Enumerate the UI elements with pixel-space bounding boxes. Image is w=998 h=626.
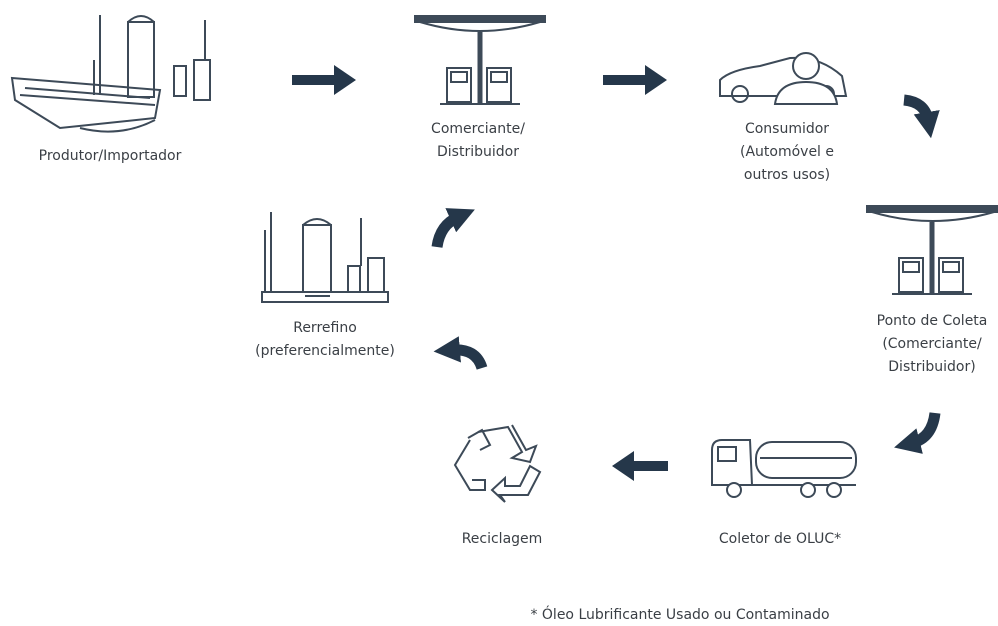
node-label: (Automóvel e: [740, 144, 834, 160]
collection-point-icon: [866, 205, 998, 295]
refinery-icon: [261, 212, 389, 303]
node-label: outros usos): [744, 167, 830, 183]
node-label: Rerrefino: [293, 320, 357, 336]
arrow: [433, 336, 488, 370]
station-icon: [414, 15, 546, 105]
node-label: Comerciante/: [431, 121, 525, 137]
arrow: [431, 208, 475, 248]
arrow: [903, 94, 940, 139]
node-label: Distribuidor: [437, 144, 519, 160]
node-label: (preferencialmente): [255, 343, 395, 359]
node-label: Ponto de Coleta: [877, 313, 988, 329]
producer-icon: [10, 15, 211, 133]
node-label: Distribuidor): [888, 359, 975, 375]
truck-icon: [711, 439, 857, 498]
arrow: [894, 412, 941, 454]
arrow: [603, 65, 667, 95]
node-label: (Comerciante/: [882, 336, 982, 352]
node-label: Consumidor: [745, 121, 829, 137]
node-label: Coletor de OLUC*: [719, 531, 841, 547]
arrow: [612, 451, 668, 481]
recycle-icon: [453, 424, 542, 503]
node-label: Reciclagem: [462, 531, 543, 547]
arrow: [292, 65, 356, 95]
consumer-icon: [719, 52, 848, 105]
node-label: Produtor/Importador: [39, 148, 182, 164]
footnote: * Óleo Lubrificante Usado ou Contaminado: [530, 605, 829, 623]
